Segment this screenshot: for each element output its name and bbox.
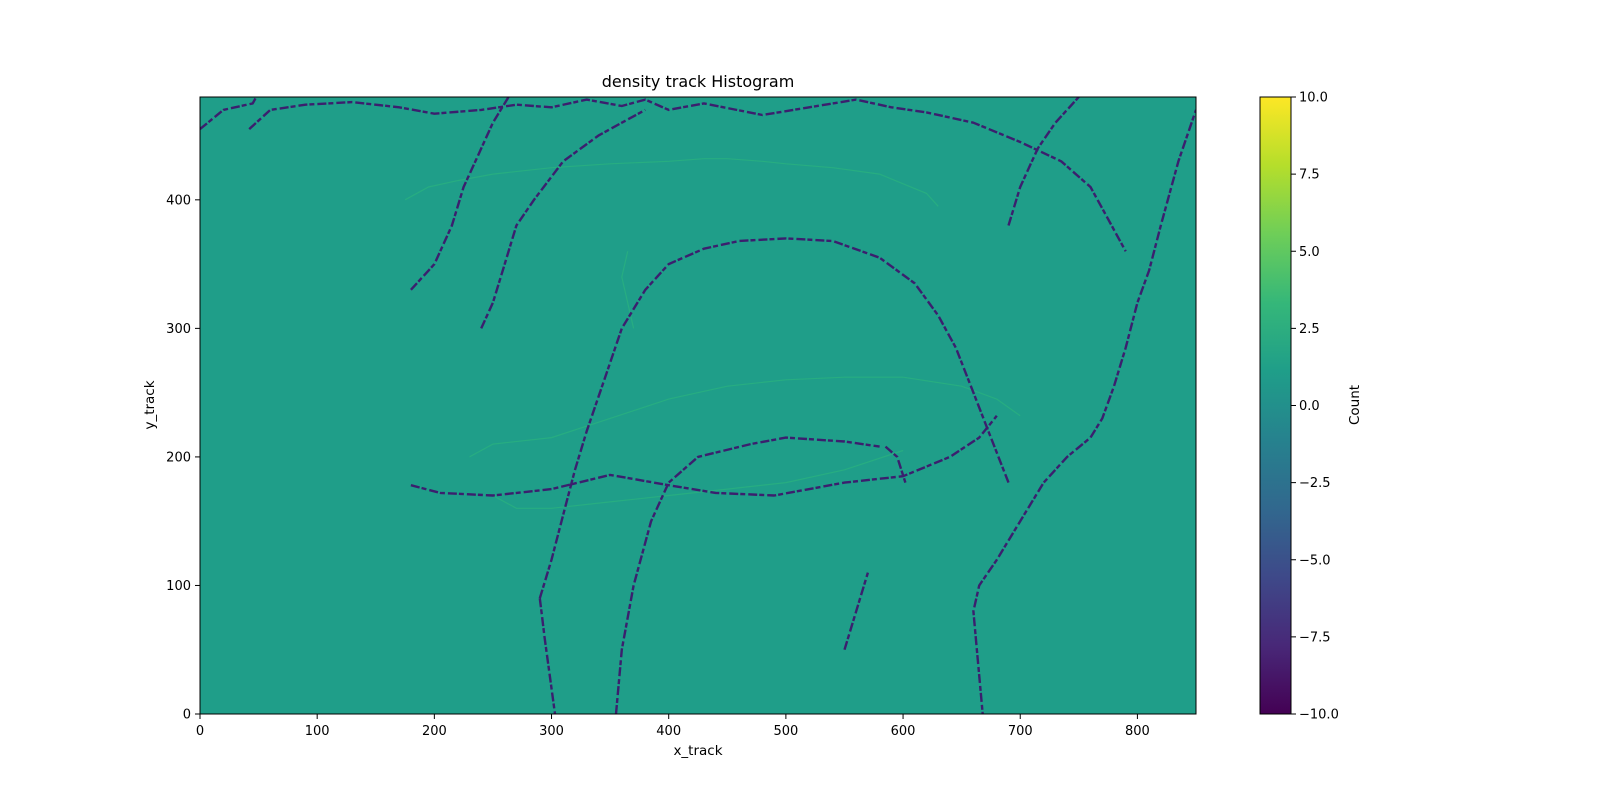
track-layer	[200, 97, 1196, 714]
y-tick-label: 100	[166, 579, 191, 594]
faint-track-2	[492, 449, 904, 509]
x-tick-label: 0	[196, 724, 204, 739]
density-track-5	[884, 445, 907, 483]
x-tick-label: 800	[1125, 724, 1150, 739]
plot-frame	[199, 96, 1197, 715]
x-tick-label: 600	[891, 724, 916, 739]
density-track-7	[972, 109, 1196, 714]
x-axis: 0 100 200 300 400 500 600 700 800	[196, 714, 1150, 739]
density-track-11	[1007, 97, 1080, 226]
colorbar-label: Count	[1347, 385, 1363, 425]
colorbar-tick-label: −7.5	[1299, 630, 1331, 645]
x-tick-label: 500	[773, 724, 798, 739]
y-axis: 0 100 200 300 400	[166, 193, 200, 723]
colorbar-tick-label: 7.5	[1299, 168, 1320, 183]
plot-area	[199, 96, 1197, 715]
colorbar-bar	[1259, 96, 1292, 715]
y-tick-label: 200	[166, 450, 191, 465]
colorbar-tick-label: 2.5	[1299, 322, 1320, 337]
colorbar-tick-label: −10.0	[1299, 708, 1339, 723]
density-track-9	[480, 108, 646, 329]
x-tick-label: 400	[656, 724, 681, 739]
density-track-2	[538, 237, 1010, 599]
x-tick-label: 200	[422, 724, 447, 739]
colorbar-tick-label: 5.0	[1299, 245, 1320, 260]
faint-track-1	[469, 376, 1021, 458]
heatmap-background	[200, 97, 1196, 714]
density-track-6	[843, 572, 870, 651]
colorbar-ticks: 10.0 7.5 5.0 2.5 0.0 −2.5 −5.0 −7.5 −10.0	[1291, 91, 1339, 723]
colorbar: 10.0 7.5 5.0 2.5 0.0 −2.5 −5.0 −7.5 −10.0 Count	[1259, 91, 1363, 723]
y-tick-label: 300	[166, 322, 191, 337]
density-track-8	[200, 97, 258, 131]
y-axis-label: y_track	[142, 380, 158, 429]
chart-title: density track Histogram	[602, 72, 795, 91]
colorbar-tick-label: 0.0	[1299, 399, 1320, 414]
x-axis-label: x_track	[673, 743, 722, 759]
colorbar-tick-label: −2.5	[1299, 476, 1331, 491]
colorbar-tick-label: −5.0	[1299, 553, 1331, 568]
x-tick-label: 700	[1008, 724, 1033, 739]
y-tick-label: 400	[166, 193, 191, 208]
density-track-1	[410, 415, 998, 497]
density-track-3	[538, 598, 557, 714]
density-track-10	[410, 97, 510, 291]
colorbar-tick-label: 10.0	[1299, 91, 1328, 106]
faint-track-0	[404, 158, 939, 207]
density-track-4	[614, 436, 880, 714]
density-track-0	[248, 98, 1127, 252]
x-tick-label: 100	[305, 724, 330, 739]
x-tick-label: 300	[539, 724, 564, 739]
y-tick-label: 0	[183, 708, 191, 723]
